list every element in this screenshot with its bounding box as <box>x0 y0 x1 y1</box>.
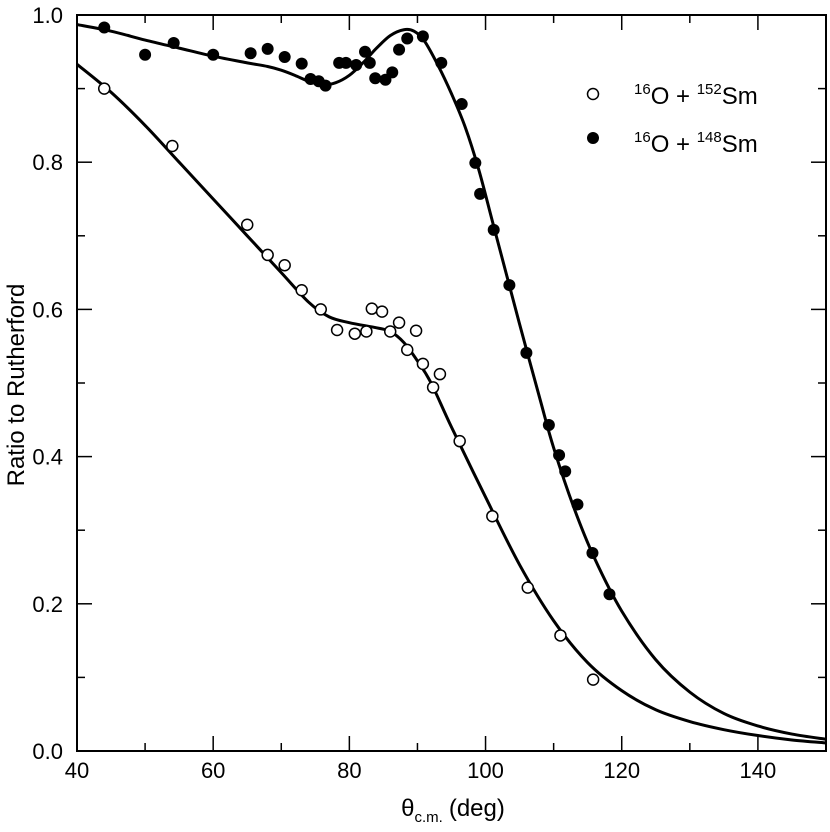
data-point-filled <box>319 79 332 92</box>
data-point-filled <box>571 498 584 511</box>
data-point-filled <box>435 56 448 69</box>
x-axis-subscript: c.m. <box>414 809 442 826</box>
data-point-open <box>375 305 389 318</box>
data-point-filled <box>586 547 599 560</box>
data-point-open <box>392 316 406 329</box>
x-tick-label: 120 <box>603 758 640 783</box>
data-point-open <box>453 434 466 448</box>
data-point-filled <box>401 32 414 45</box>
data-point-open <box>409 324 423 337</box>
data-point-open <box>166 139 179 153</box>
data-point-filled <box>363 56 376 69</box>
data-point-open <box>278 258 291 272</box>
data-point-filled <box>261 42 274 55</box>
data-point-filled <box>559 465 572 478</box>
legend-marker-filled <box>587 132 599 144</box>
x-tick-label: 40 <box>65 758 89 783</box>
data-points <box>97 21 616 686</box>
data-point-filled <box>455 98 468 111</box>
legend-label-152sm: 16O + 152Sm <box>634 81 758 110</box>
x-tick-label: 80 <box>337 758 361 783</box>
data-point-filled <box>244 47 257 60</box>
data-point-filled <box>278 50 291 63</box>
data-point-open <box>314 303 328 316</box>
legend-marker-open <box>586 87 600 101</box>
data-point-open <box>295 284 308 297</box>
data-point-open <box>586 673 600 686</box>
data-point-filled <box>98 21 111 34</box>
data-point-filled <box>369 72 382 85</box>
x-axis-symbol: θ <box>401 795 414 822</box>
x-tick-label: 140 <box>740 758 777 783</box>
data-point-filled <box>339 56 352 69</box>
data-point-filled <box>207 48 220 61</box>
data-point-open <box>360 325 373 338</box>
data-point-filled <box>350 59 363 72</box>
x-tick-label: 60 <box>201 758 225 783</box>
data-point-filled <box>416 30 429 43</box>
data-point-open <box>426 381 440 394</box>
data-point-open <box>486 509 499 523</box>
legend-label-148sm: 16O + 148Sm <box>634 129 758 158</box>
data-point-open <box>416 357 430 371</box>
y-tick-label: 0.6 <box>32 297 63 322</box>
data-point-filled <box>553 449 566 462</box>
data-point-filled <box>503 279 516 292</box>
x-axis-unit: (deg) <box>449 795 505 822</box>
x-tick-label: 100 <box>467 758 504 783</box>
fit-curve-series-0 <box>76 63 827 745</box>
data-point-open <box>348 327 362 340</box>
data-point-open <box>97 82 111 95</box>
legend: 16O + 152Sm 16O + 148Sm <box>586 81 758 158</box>
data-point-open <box>400 343 414 357</box>
data-point-filled <box>469 156 482 169</box>
data-point-open <box>240 218 254 232</box>
axis-ticks <box>76 14 827 752</box>
data-point-filled <box>393 43 406 56</box>
data-point-filled <box>520 346 533 359</box>
y-tick-label: 0.8 <box>32 150 63 175</box>
y-tick-label: 0.2 <box>32 592 63 617</box>
data-point-filled <box>603 588 616 601</box>
data-point-filled <box>542 418 555 431</box>
tick-labels: 40 60 80 100 120 140 0.0 0.2 0.4 0.6 0.8 1.0 <box>32 3 776 783</box>
data-point-open <box>554 629 567 642</box>
y-tick-label: 0.0 <box>32 739 63 764</box>
y-tick-label: 1.0 <box>32 3 63 28</box>
y-tick-label: 0.4 <box>32 445 63 470</box>
data-point-open <box>330 323 344 337</box>
y-axis-title: Ratio to Rutherford <box>3 284 30 487</box>
data-point-filled <box>139 48 152 61</box>
data-point-open <box>383 325 397 338</box>
data-point-filled <box>487 223 500 236</box>
plot-frame <box>76 14 827 752</box>
data-point-filled <box>386 66 399 79</box>
data-point-filled <box>359 45 372 58</box>
data-point-open <box>521 581 535 594</box>
data-point-filled <box>474 187 487 200</box>
x-axis-title: θc.m. (deg) <box>401 795 505 826</box>
data-point-open <box>433 367 447 381</box>
data-point-filled <box>167 36 180 49</box>
data-point-open <box>365 302 379 315</box>
data-point-open <box>261 248 274 262</box>
data-point-filled <box>295 57 308 70</box>
